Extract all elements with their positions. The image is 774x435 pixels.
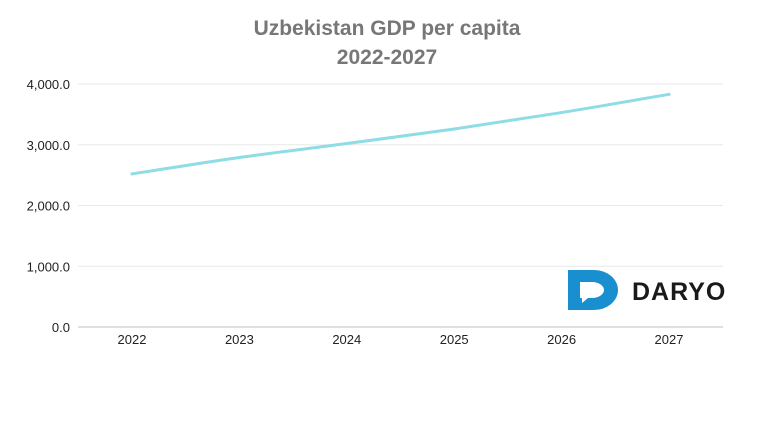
- data-point-2022: [130, 172, 134, 176]
- x-tick-label: 2026: [547, 332, 576, 347]
- data-point-2025: [452, 127, 456, 131]
- data-point-2027: [667, 92, 671, 96]
- y-tick-label: 1,000.0: [27, 259, 70, 274]
- y-tick-label: 2,000.0: [27, 199, 70, 214]
- x-tick-label: 2025: [440, 332, 469, 347]
- x-tick-labels: 2022 2023 2024 2025 2026 2027: [118, 332, 684, 347]
- data-point-2024: [345, 142, 349, 146]
- x-tick-label: 2027: [655, 332, 684, 347]
- speech-bubble-d-icon: [568, 270, 618, 310]
- grid-lines: [78, 83, 723, 328]
- data-point-2026: [560, 111, 564, 115]
- x-tick-label: 2022: [118, 332, 147, 347]
- y-tick-label: 3,000.0: [27, 138, 70, 153]
- series-layer: [130, 92, 671, 176]
- chart-title-line-2: 2022-2027: [336, 46, 438, 69]
- series-line-gdp-per-capita: [130, 92, 671, 176]
- logo-text: DARYO: [632, 278, 726, 306]
- y-tick-label: 0.0: [52, 320, 70, 335]
- data-point-2023: [237, 156, 241, 160]
- y-tick-label: 4,000.0: [27, 77, 70, 92]
- y-tick-labels: 0.0 1,000.0 2,000.0 3,000.0 4,000.0: [27, 77, 70, 335]
- x-tick-label: 2023: [225, 332, 254, 347]
- chart-title-line-1: Uzbekistan GDP per capita: [253, 17, 521, 40]
- daryo-logo: DARYO: [568, 270, 726, 310]
- x-tick-label: 2024: [332, 332, 361, 347]
- chart-title: Uzbekistan GDP per capita 2022-2027: [0, 14, 774, 72]
